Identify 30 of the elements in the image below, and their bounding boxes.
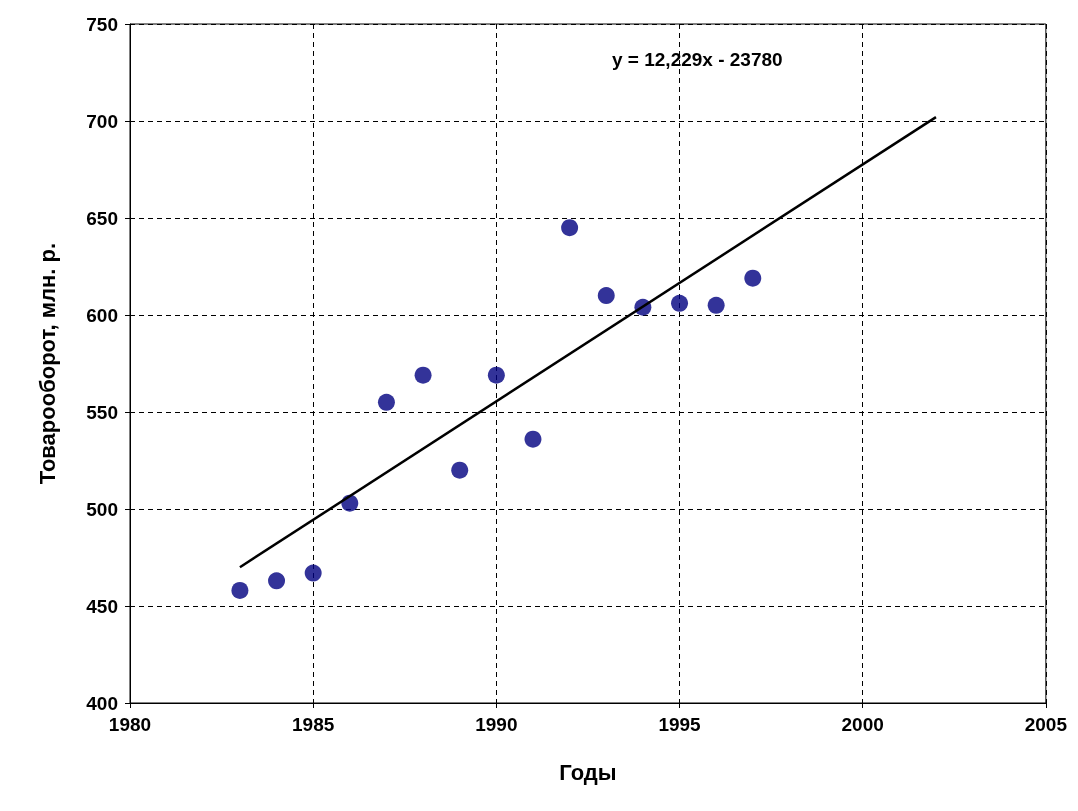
x-axis-title: Годы — [559, 759, 617, 785]
y-tick-label: 750 — [86, 13, 118, 35]
point — [304, 564, 322, 582]
y-tick-label: 650 — [86, 207, 118, 229]
y-tick-label: 550 — [86, 401, 118, 423]
y-tick-label: 500 — [86, 498, 118, 520]
y-tick-label: 600 — [86, 304, 118, 326]
point — [561, 219, 579, 237]
x-tick-label: 1985 — [292, 714, 335, 735]
x-tick-label: 1995 — [658, 714, 702, 735]
point — [451, 461, 469, 479]
y-tick-label: 700 — [86, 110, 118, 132]
y-tick-label: 400 — [86, 692, 118, 714]
annotation: y = 12,229x - 23780 — [612, 49, 783, 70]
point — [377, 393, 395, 411]
point — [231, 581, 249, 599]
y-tick-label: 450 — [86, 595, 118, 617]
point — [487, 366, 505, 384]
x-tick-label: 2005 — [1024, 714, 1068, 735]
y-axis-title: Товарооборот, млн. р. — [34, 242, 60, 485]
point — [524, 430, 542, 448]
x-tick-label: 1990 — [475, 714, 518, 735]
x-tick-label: 1980 — [108, 714, 152, 735]
point — [414, 366, 432, 384]
x-tick-label: 2000 — [841, 714, 884, 735]
point — [268, 572, 286, 590]
point — [707, 296, 725, 314]
point — [744, 269, 762, 287]
point — [671, 294, 689, 312]
point — [597, 287, 615, 305]
